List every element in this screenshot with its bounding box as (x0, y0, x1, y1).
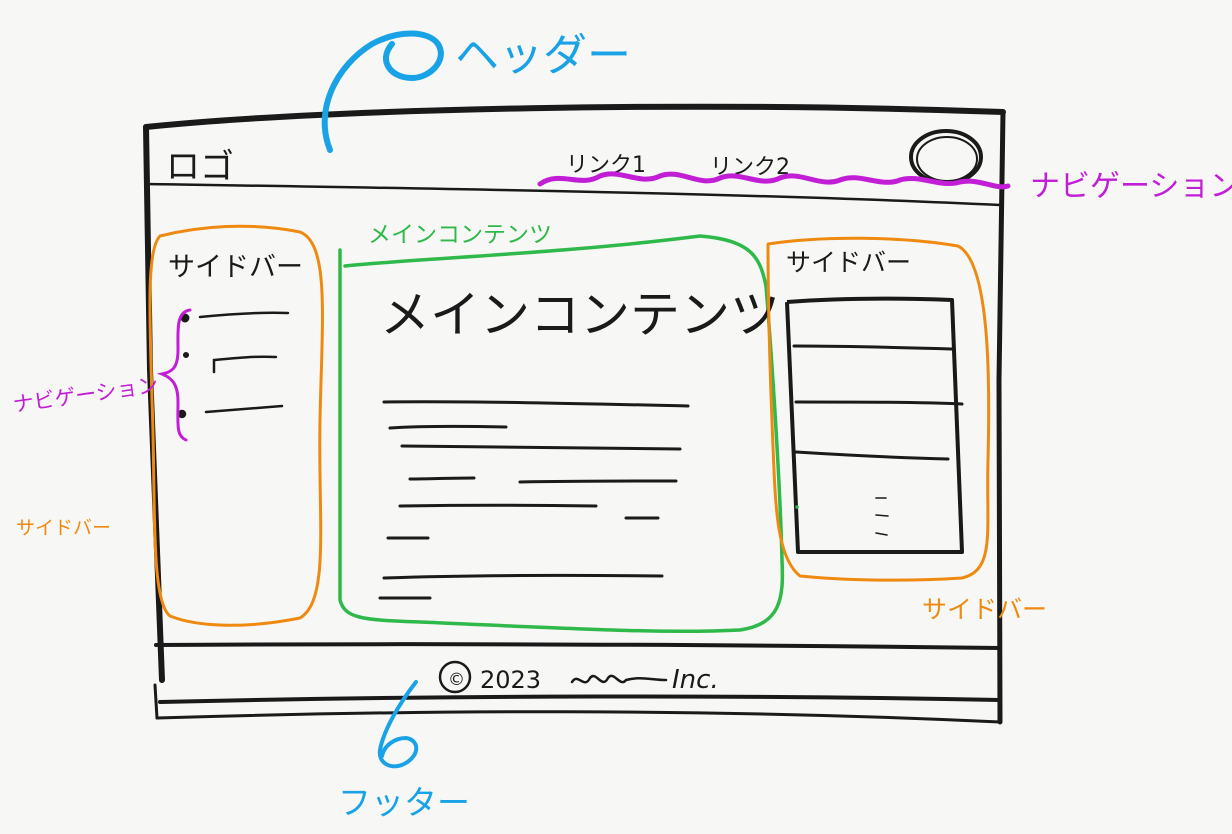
footer-year: 2023 (480, 666, 541, 694)
dot (795, 505, 799, 509)
copyright-circle-icon (438, 660, 472, 694)
main-title: メインコンテンツ (380, 286, 780, 344)
footer-label: フッター (338, 783, 470, 822)
sidebar-title: サイドバー (168, 252, 303, 283)
sidebar-label: サイドバー (16, 517, 111, 539)
sidebar-nav-items (177, 311, 290, 419)
copyright-symbol: © (448, 670, 465, 690)
header-label: ヘッダー (455, 30, 631, 81)
footer-annotation: フッター (338, 680, 470, 822)
list-bullet (177, 409, 187, 419)
navigation-label: ナビゲーション (11, 373, 160, 417)
header-annotation: ヘッダー (321, 30, 631, 153)
text-placeholder-lines (378, 400, 690, 600)
logo[interactable]: ロゴ (166, 147, 234, 187)
list-box (785, 296, 964, 554)
navigation-underline (537, 171, 1011, 190)
page-frame (143, 103, 1006, 725)
ellipsis-marks (875, 497, 889, 536)
list-row-dividers (792, 344, 964, 461)
header-number-6 (321, 30, 444, 153)
circle-icon[interactable] (909, 129, 983, 185)
sidebar-title: サイドバー (786, 248, 911, 277)
footer-number-6 (377, 680, 419, 769)
footer-company: Inc. (672, 665, 719, 695)
left-sidebar: サイドバー (148, 224, 324, 627)
navigation-label: ナビゲーション (1030, 169, 1232, 204)
main-content: メインコンテンツ メインコンテンツ (338, 222, 785, 634)
company-name-squiggle (570, 674, 668, 684)
navigation-brace (156, 308, 192, 442)
main-annotation: メインコンテンツ (368, 222, 552, 248)
sidebar-label: サイドバー (922, 595, 1047, 624)
list-bullet (182, 351, 190, 359)
right-sidebar: サイドバー (766, 236, 991, 582)
footer: © 2023 Inc. (438, 660, 719, 695)
